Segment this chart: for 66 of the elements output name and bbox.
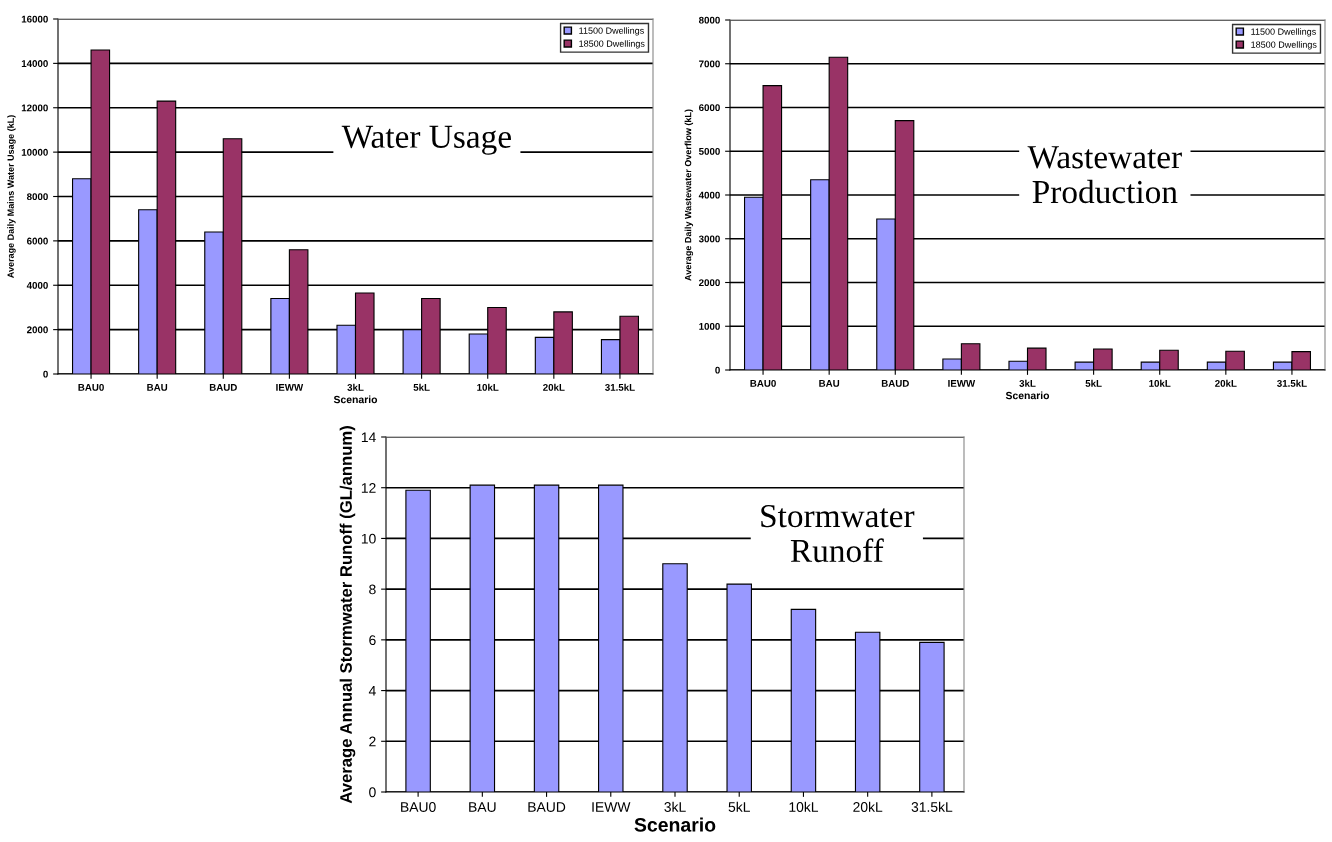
x-tick-label: 5kL [728, 801, 750, 812]
text: Stormwater Runoff [761, 504, 915, 563]
text: Water Usage [341, 125, 511, 155]
y-tick-label: 0 [43, 370, 48, 378]
y-tick-label: 7000 [699, 60, 720, 68]
x-tick-label: 20kL [543, 383, 565, 391]
x-tick-label: BAU0 [401, 802, 436, 812]
y-tick-label: 16000 [21, 15, 48, 23]
legend-label: 18500 Dwellings [1251, 41, 1317, 50]
x-tick-label: BAU0 [750, 379, 776, 387]
x-tick-label: 5kL [413, 383, 430, 391]
y-tick-label: 1000 [699, 322, 720, 330]
y-tick-label: 0 [715, 366, 720, 374]
x-tick-label: 20kL [853, 801, 883, 812]
x-tick-label: BAUD [881, 380, 909, 387]
y-axis-title: Average Annual Stormwater Runoff (GL/annum) [339, 426, 356, 804]
y-tick-label: 4 [368, 686, 376, 696]
y-tick-label: 4000 [26, 281, 48, 289]
x-tick-label: 10kL [477, 383, 499, 391]
x-tick-label: 10kL [789, 801, 819, 812]
x-tick-label: 3kL [1019, 379, 1036, 387]
y-tick-label: 5000 [698, 147, 720, 155]
x-tick-label: BAU [147, 384, 168, 391]
legend-label: 18500 Dwellings [579, 40, 645, 49]
y-tick-label: 8000 [698, 16, 720, 24]
legend-label: 11500 Dwellings [1251, 28, 1316, 37]
y-tick-label: 6000 [699, 104, 720, 112]
y-tick-label: 10000 [21, 148, 48, 156]
y-tick-label: 2 [369, 736, 376, 747]
x-axis-title: Scenario [1005, 391, 1050, 400]
x-tick-label: 10kL [1149, 379, 1171, 387]
y-axis-title: Average Daily Wastewater Overflow (kL) [684, 109, 694, 281]
x-tick-label: BAUD [209, 384, 237, 391]
y-tick-label: 8000 [26, 193, 48, 201]
y-tick-label: 12000 [21, 104, 48, 112]
y-tick-label: 2000 [698, 279, 720, 287]
x-axis-title: Scenario [333, 395, 378, 404]
text: Wastewater Production [1027, 146, 1182, 204]
x-tick-label: 5kL [1085, 379, 1102, 387]
x-tick-label: IEWW [948, 380, 976, 387]
y-tick-label: 6 [369, 635, 376, 646]
x-tick-label: BAU [469, 802, 496, 812]
y-tick-label: 4000 [698, 191, 720, 199]
y-axis-title: Average Daily Mains Water Usage (kL) [7, 115, 16, 278]
y-tick-label: 14 [361, 432, 376, 443]
y-tick-label: 12 [361, 483, 376, 493]
legend-label: 11500 Dwellings [579, 27, 644, 36]
x-tick-label: IEWW [592, 802, 631, 812]
x-tick-label: 3kL [347, 383, 364, 391]
y-tick-label: 2000 [26, 326, 48, 334]
x-tick-label: IEWW [276, 384, 304, 391]
x-tick-label: 31.5kL [911, 801, 953, 812]
x-tick-label: 31.5kL [1277, 379, 1307, 387]
x-tick-label: BAU0 [78, 383, 104, 391]
x-tick-label: BAU [819, 380, 840, 387]
y-tick-label: 10 [361, 533, 376, 544]
x-tick-label: BAUD [528, 802, 566, 812]
y-tick-label: 8 [369, 584, 376, 595]
x-tick-label: 3kL [664, 801, 686, 812]
x-axis-title: Scenario [634, 817, 716, 832]
x-tick-label: 20kL [1215, 379, 1237, 387]
x-tick-label: 31.5kL [605, 383, 635, 391]
y-tick-label: 3000 [698, 235, 720, 243]
y-tick-label: 14000 [21, 60, 48, 67]
y-tick-label: 0 [369, 787, 376, 798]
y-tick-label: 6000 [27, 237, 48, 245]
